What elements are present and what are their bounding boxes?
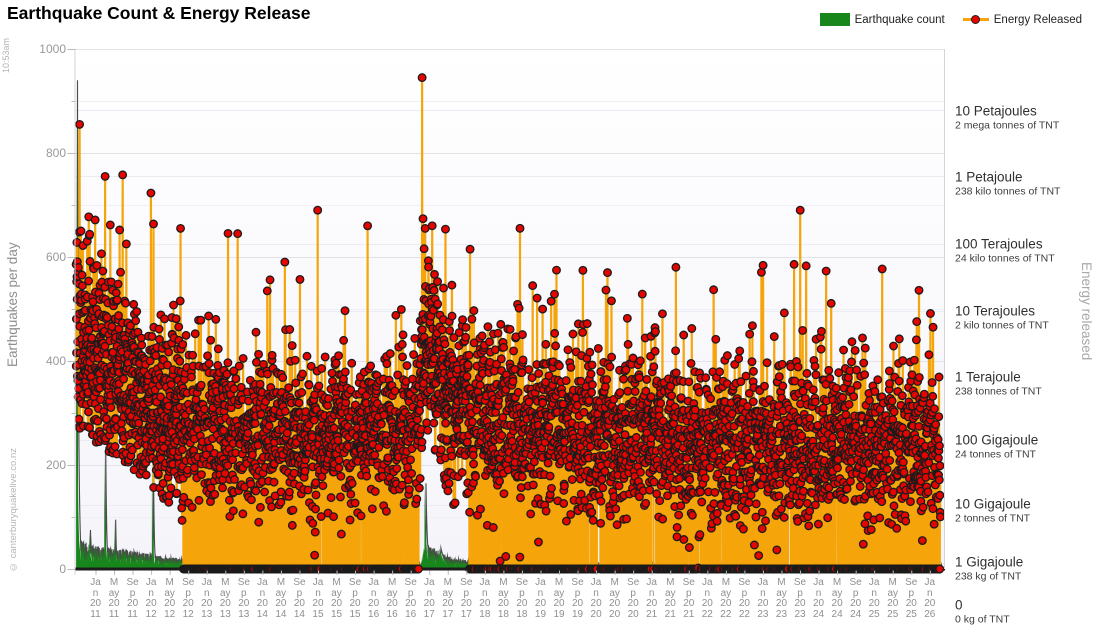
energy-label-title: 1 Petajoule: [955, 169, 1023, 185]
energy-scale-label: 10 Petajoules 2 mega tonnes of TNT: [955, 104, 1100, 133]
energy-label-title: 1 Terajoule: [955, 369, 1021, 385]
energy-scale-label: 1 Petajoule 238 kilo tonnes of TNT: [955, 170, 1100, 199]
x-tick-label: Se p 20 24: [849, 577, 862, 620]
legend-label: Earthquake count: [854, 13, 945, 26]
chart-canvas[interactable]: [60, 45, 945, 577]
y-tick-label-200: 200: [45, 458, 66, 472]
y-tick-label-400: 400: [45, 354, 66, 368]
x-tick-label: Se p 20 22: [738, 577, 751, 620]
left-axis-title: Earthquakes per day: [5, 242, 20, 368]
legend-label: Energy Released: [993, 13, 1082, 26]
y-tick-label-800: 800: [45, 146, 66, 160]
earthquake-count-swatch: [819, 13, 850, 26]
x-tick-label: Se p 20 21: [682, 577, 695, 620]
energy-scale-label: 1 Gigajoule 238 kg of TNT: [955, 555, 1100, 584]
energy-label-title: 0: [955, 597, 963, 613]
x-tick-label: Ja n 20 13: [201, 577, 213, 620]
y-tick-label-0: 0: [59, 562, 66, 576]
x-tick-label: Ja n 20 11: [89, 577, 102, 620]
x-tick-label: Ja n 20 17: [423, 577, 435, 620]
energy-label-sub: 238 kg of TNT: [955, 570, 1022, 583]
x-tick-label: Se p 20 14: [293, 577, 306, 620]
right-axis-title: Energy released: [1079, 262, 1094, 361]
x-tick-label: Se p 20 11: [126, 577, 139, 620]
x-tick-label: Se p 20 15: [348, 577, 362, 620]
x-tick-label: Ja n 20 21: [646, 577, 658, 620]
energy-label-title: 100 Gigajoule: [955, 432, 1039, 448]
energy-label-title: 10 Terajoules: [955, 303, 1036, 319]
x-tick-label: Se p 20 25: [905, 577, 918, 620]
x-tick-label: Se p 20 13: [237, 577, 250, 620]
energy-label-sub: 24 tonnes of TNT: [955, 448, 1036, 461]
x-tick-label: Ja n 20 22: [701, 577, 713, 620]
x-tick-label: Se p 20 19: [571, 577, 584, 620]
timestamp-vertical: 10:53am: [1, 38, 11, 74]
energy-label-sub: 2 kilo tonnes of TNT: [955, 319, 1049, 332]
energy-label-sub: 238 kilo tonnes of TNT: [955, 185, 1061, 198]
copyright-vertical: © canterburyquakelive.co.nz: [8, 448, 19, 573]
legend: Earthquake count Energy Released: [819, 13, 1082, 26]
energy-released-swatch: [962, 13, 989, 26]
x-tick-label: Ja n 20 19: [534, 577, 547, 620]
y-tick-label-600: 600: [45, 250, 66, 264]
y-tick-label-1000: 1000: [39, 42, 66, 56]
energy-label-title: 100 Terajoules: [955, 236, 1043, 252]
energy-scale-label: 10 Terajoules 2 kilo tonnes of TNT: [955, 304, 1100, 333]
page-title: Earthquake Count & Energy Release: [7, 3, 311, 23]
energy-label-sub: 2 mega tonnes of TNT: [955, 119, 1060, 132]
energy-label-title: 1 Gigajoule: [955, 554, 1024, 570]
energy-label-title: 10 Gigajoule: [955, 496, 1031, 512]
energy-label-sub: 0 kg of TNT: [955, 613, 1010, 626]
energy-label-sub: 238 tonnes of TNT: [955, 385, 1042, 398]
x-tick-label: Se p 20 23: [793, 577, 807, 620]
x-tick-label: Ja n 20 26: [924, 577, 936, 620]
x-tick-label: Se p 20 20: [627, 577, 640, 620]
x-tick-label: Ja n 20 18: [479, 577, 491, 620]
x-tick-label: Ja n 20 23: [757, 577, 769, 620]
energy-scale-label: 1 Terajoule 238 tonnes of TNT: [955, 370, 1100, 399]
legend-item-earthquake-count[interactable]: Earthquake count: [819, 13, 945, 26]
x-tick-label: Se p 20 18: [515, 577, 529, 620]
energy-label-title: 10 Petajoules: [955, 103, 1037, 119]
energy-scale-label: 100 Gigajoule 24 tonnes of TNT: [955, 433, 1100, 462]
x-tick-label: Se p 20 17: [460, 577, 473, 620]
energy-scale-label: 100 Terajoules 24 kilo tonnes of TNT: [955, 237, 1100, 266]
x-tick-label: Ja n 20 16: [368, 577, 380, 620]
energy-scale-label: 10 Gigajoule 2 tonnes of TNT: [955, 497, 1100, 526]
x-tick-label: Ja n 20 24: [812, 577, 825, 620]
energy-label-sub: 2 tonnes of TNT: [955, 512, 1031, 525]
x-tick-label: Se p 20 12: [182, 577, 195, 620]
x-tick-label: Ja n 20 25: [868, 577, 880, 620]
x-tick-label: Ja n 20 12: [145, 577, 157, 620]
x-tick-label: Ja n 20 15: [312, 577, 324, 620]
x-tick-label: Ja n 20 14: [256, 577, 268, 620]
energy-label-sub: 24 kilo tonnes of TNT: [955, 252, 1055, 265]
x-tick-label: Ja n 20 20: [590, 577, 602, 620]
x-tick-label: Se p 20 16: [404, 577, 417, 620]
legend-item-energy-released[interactable]: Energy Released: [962, 13, 1082, 26]
